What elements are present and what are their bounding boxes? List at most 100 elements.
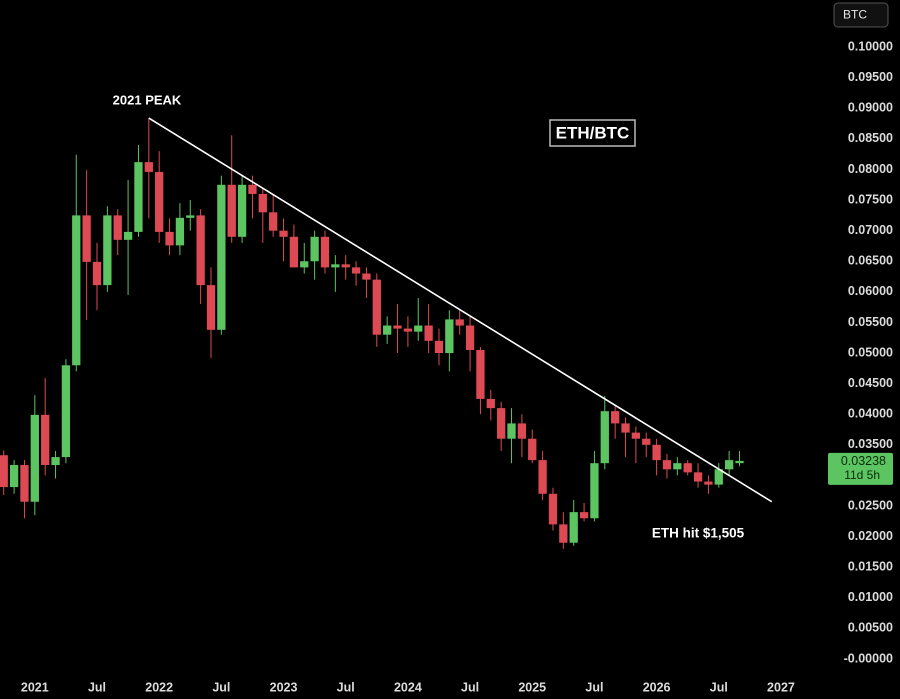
candle-body: [434, 340, 444, 354]
x-tick-label: Jul: [337, 680, 355, 694]
x-tick-label: 2022: [145, 680, 173, 694]
y-tick-label: 0.06000: [848, 284, 893, 298]
candle-body: [165, 231, 174, 246]
candle-body: [673, 463, 682, 470]
candle-body: [455, 319, 464, 326]
candle-body: [724, 460, 734, 470]
y-tick-label: 0.00500: [848, 621, 893, 635]
candle-body: [61, 365, 71, 458]
candle-body: [103, 215, 112, 286]
candle-body: [82, 215, 91, 262]
x-tick-label: 2024: [394, 680, 422, 694]
candle-body: [248, 184, 257, 194]
price-label-box: [828, 452, 893, 485]
x-tick-label: Jul: [88, 680, 106, 694]
y-tick-label: 0.04500: [848, 376, 893, 390]
candle-body: [92, 261, 102, 286]
y-tick-label: 0.02500: [848, 498, 893, 512]
y-tick-label: 0.02000: [848, 529, 893, 543]
title-box: [549, 119, 636, 147]
candle-body: [51, 457, 60, 466]
candle-body: [320, 236, 330, 268]
candle-body: [538, 460, 547, 494]
candle-body: [175, 217, 185, 246]
candle-body: [372, 279, 381, 335]
annotation: ETH hit $1,505: [652, 526, 745, 541]
candle-body: [528, 438, 537, 461]
x-tick-label: 2021: [21, 680, 49, 694]
candle-body: [579, 512, 589, 519]
candle-body: [341, 264, 350, 268]
candle-body: [20, 465, 29, 502]
candle-body: [289, 236, 299, 268]
y-tick-label: 0.05000: [848, 345, 893, 359]
candle-body: [642, 438, 651, 445]
candle-body: [414, 325, 423, 332]
candle-body: [9, 465, 19, 488]
candle-body: [559, 524, 568, 543]
candle-body: [30, 414, 39, 502]
y-tick-label: 0.08500: [848, 131, 893, 145]
x-tick-label: 2025: [518, 680, 546, 694]
y-tick-label: 0.01500: [848, 560, 893, 574]
candle-body: [310, 236, 319, 262]
candle-body: [476, 349, 485, 399]
candle-body: [41, 414, 50, 466]
y-tick-label: 0.07000: [848, 223, 893, 237]
candle-body: [72, 215, 81, 366]
candle-body: [548, 493, 558, 525]
y-tick-label: 0.10000: [848, 39, 893, 53]
y-tick-label: 0.08000: [848, 162, 893, 176]
x-tick-label: 2027: [767, 680, 795, 694]
y-tick-label: 0.05500: [848, 315, 893, 329]
x-tick-label: Jul: [212, 680, 230, 694]
candle-body: [217, 184, 226, 330]
candle-body: [486, 398, 495, 409]
candle-body: [465, 325, 475, 350]
candle-body: [403, 328, 413, 332]
candle-body: [652, 444, 661, 461]
candle-body: [693, 472, 703, 482]
y-tick-label: 0.06500: [848, 254, 893, 268]
candle-body: [362, 273, 371, 280]
candle-body: [113, 215, 122, 240]
chart-title: ETH/BTC: [556, 123, 630, 142]
y-tick-label: 0.07500: [848, 192, 893, 206]
currency-box[interactable]: [833, 2, 889, 28]
candle-body: [258, 193, 267, 213]
candle-body: [507, 423, 516, 439]
candle-body: [714, 469, 723, 485]
candle-body: [662, 460, 672, 470]
candle-body: [331, 264, 340, 268]
candle-body: [424, 325, 433, 341]
candle-body: [269, 212, 278, 231]
candle-body: [279, 230, 288, 237]
countdown: 11d 5h: [844, 468, 880, 482]
x-tick-label: Jul: [585, 680, 603, 694]
candle-body: [0, 455, 8, 488]
candle-body: [300, 261, 309, 268]
y-tick-label: 0.01000: [848, 590, 893, 604]
candle-body: [206, 285, 216, 330]
candle-body: [383, 325, 392, 335]
y-tick-label: 0.03500: [848, 437, 893, 451]
candle-body: [393, 325, 402, 329]
candle-body: [155, 171, 164, 232]
candle-body: [351, 267, 361, 274]
x-tick-label: Jul: [461, 680, 479, 694]
candle-body: [611, 411, 620, 424]
candle-body: [186, 215, 195, 218]
currency[interactable]: BTC: [843, 8, 867, 22]
candle-body: [621, 423, 630, 433]
candle-body: [735, 460, 744, 464]
y-tick-label: 0.04000: [848, 407, 893, 421]
x-tick-label: Jul: [710, 680, 728, 694]
candle-body: [227, 184, 236, 237]
candle-body: [134, 162, 143, 232]
annotation: 2021 PEAK: [113, 92, 182, 107]
candle-body: [704, 481, 713, 485]
candle-body: [517, 423, 527, 439]
x-tick-label: 2026: [643, 680, 671, 694]
candle-body: [144, 162, 153, 172]
